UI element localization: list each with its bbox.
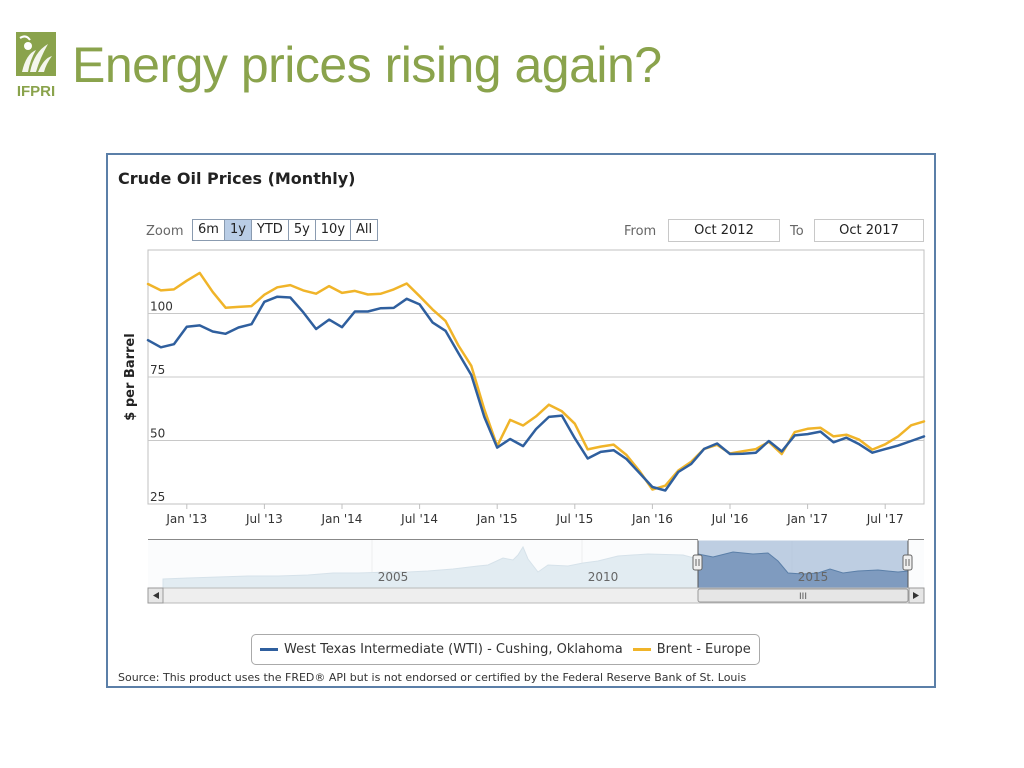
scroll-right-arrow-icon [913, 592, 919, 599]
series-line-brent[interactable] [146, 271, 926, 491]
navigator-selected-area [697, 551, 909, 589]
legend-swatch-wti [260, 648, 278, 651]
x-tick-label: Jan '14 [321, 512, 363, 526]
source-note: Source: This product uses the FRED® API … [118, 671, 747, 684]
slide-title: Energy prices rising again? [72, 37, 662, 93]
legend-swatch-brent [632, 648, 651, 651]
zoom-label: Zoom [146, 224, 184, 239]
zoom-6m-button[interactable]: 6m [193, 220, 225, 240]
x-tick-label: Jul '16 [711, 512, 749, 526]
x-tick-label: Jul '15 [555, 512, 593, 526]
y-tick-label: 75 [150, 363, 165, 377]
x-tick-label: Jul '13 [245, 512, 283, 526]
from-label: From [624, 224, 657, 239]
ifpri-logo: IFPRI [16, 32, 56, 100]
zoom-1y-button[interactable]: 1y [224, 220, 252, 240]
legend-item-wti[interactable]: West Texas Intermediate (WTI) - Cushing,… [260, 642, 623, 657]
navigator-label-2010: 2010 [588, 570, 619, 584]
chart-title: Crude Oil Prices (Monthly) [118, 169, 356, 188]
navigator-left-handle[interactable] [692, 554, 703, 571]
zoom-ytd-button[interactable]: YTD [251, 220, 289, 240]
y-tick-label: 50 [150, 427, 165, 441]
y-tick-label: 100 [150, 300, 173, 314]
zoom-10y-button[interactable]: 10y [315, 220, 352, 240]
x-tick-label: Jul '17 [866, 512, 904, 526]
x-tick-label: Jan '13 [165, 512, 207, 526]
navigator-label-2005: 2005 [378, 570, 409, 584]
zoom-button-group: 6m 1y YTD 5y 10y All [192, 219, 379, 241]
legend-item-brent[interactable]: Brent - Europe [632, 642, 751, 657]
legend-label-brent: Brent - Europe [656, 642, 751, 657]
legend-label-wti: West Texas Intermediate (WTI) - Cushing,… [284, 642, 623, 657]
series-line-wti[interactable] [146, 295, 926, 492]
svg-text:IFPRI: IFPRI [17, 83, 55, 100]
navigator[interactable]: 2005 2010 2015 [148, 538, 924, 589]
to-label: To [790, 224, 804, 239]
x-tick-label: Jan '17 [786, 512, 828, 526]
navigator-history-area [162, 545, 699, 589]
y-tick-label: 25 [150, 490, 165, 504]
from-date-input[interactable]: Oct 2012 [668, 219, 780, 242]
zoom-5y-button[interactable]: 5y [288, 220, 316, 240]
line-chart: 25 50 75 100 $ per Barrel Jan '13 Jul '13 Jan '… [123, 249, 926, 604]
y-axis-title: $ per Barrel [123, 333, 138, 420]
chart-panel: Crude Oil Prices (Monthly) Zoom 6m 1y YT… [106, 153, 936, 688]
scroll-left-arrow-icon [153, 592, 159, 599]
navigator-right-handle[interactable] [902, 554, 913, 571]
x-tick-label: Jan '16 [631, 512, 673, 526]
chart-legend: West Texas Intermediate (WTI) - Cushing,… [251, 634, 760, 665]
zoom-all-button[interactable]: All [351, 220, 378, 240]
scrollbar-grip: III [799, 592, 807, 602]
navigator-label-2015: 2015 [798, 570, 829, 584]
scrollbar-thumb[interactable] [697, 588, 909, 603]
to-date-input[interactable]: Oct 2017 [814, 219, 924, 242]
x-tick-label: Jan '15 [476, 512, 518, 526]
x-tick-label: Jul '14 [400, 512, 438, 526]
scrollbar[interactable]: III [147, 587, 925, 604]
